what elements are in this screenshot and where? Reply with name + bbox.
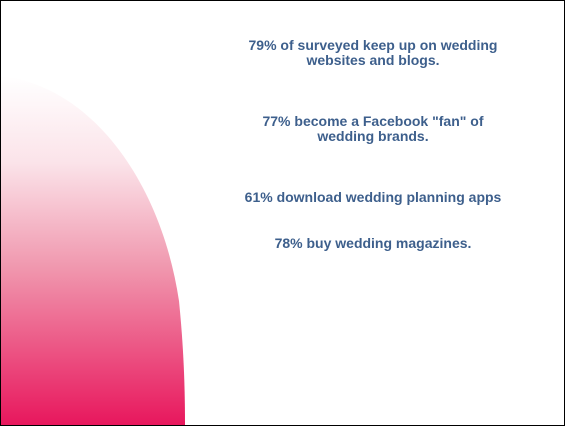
- stat-apps-line-1: 61% download wedding planning apps: [244, 189, 502, 205]
- stat-blogs-line-2: websites and blogs.: [306, 52, 440, 68]
- stat-blogs-line-1: 79% of surveyed keep up on wedding: [248, 37, 498, 53]
- stat-facebook-line-2: wedding brands.: [317, 128, 429, 144]
- stat-facebook-line-1: 77% become a Facebook "fan" of: [262, 113, 484, 129]
- stat-magazines: 78% buy wedding magazines.: [187, 236, 559, 251]
- stat-magazines-line-1: 78% buy wedding magazines.: [274, 235, 472, 251]
- stat-apps: 61% download wedding planning apps: [187, 190, 559, 205]
- stat-blogs: 79% of surveyed keep up on wedding websi…: [187, 38, 559, 68]
- stat-facebook: 77% become a Facebook "fan" of wedding b…: [187, 114, 559, 144]
